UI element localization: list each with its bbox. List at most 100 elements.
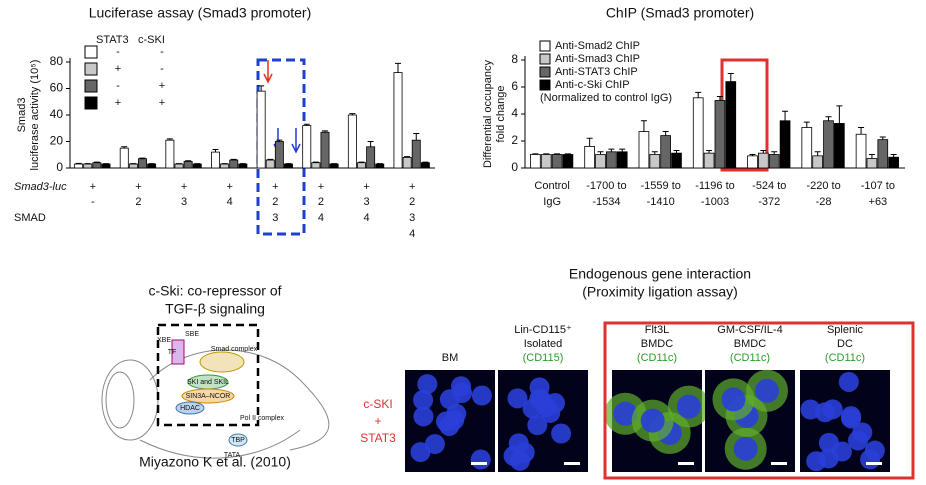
nucleus [841,408,862,429]
bar [779,120,791,169]
error-bar [395,62,401,73]
y-tick-label: 60 [50,81,64,95]
bar [366,146,376,169]
row-label: c-SKI [363,397,392,411]
bar [402,156,412,169]
x-tick-label: Control [534,180,569,192]
chart-title: ChIP (Smad3 promoter) [606,5,754,21]
y-axis-label: Differential occupancy [482,59,494,168]
error-bar [258,85,265,92]
bar [274,141,284,169]
bar [311,162,321,169]
nucleus [838,371,859,392]
bar [866,158,878,169]
x-tick-label: 2 [409,196,415,208]
bar [229,159,239,169]
error-bar [121,146,128,149]
diagram-label: SIN3A–NCOR [186,393,231,400]
diagram-title: c-Ski: co-repressor of [148,283,281,299]
error-bar [771,151,778,155]
error-bar [858,127,865,135]
nucleus [613,401,638,426]
error-bar [93,161,100,163]
nucleus [676,394,701,419]
diagram-label: SKI and SKIL [187,379,229,386]
row-label: + [374,414,381,428]
diagram-label: Smad complex [211,346,258,353]
nucleus [755,378,780,403]
x-row-label: + [409,181,415,193]
error-bar [608,148,615,152]
panel-label: BMDC [641,338,673,350]
legend-symbol: + [115,63,121,75]
error-bar [814,151,821,156]
error-bar [782,110,789,121]
x-row-label: + [90,181,96,193]
images [405,369,890,472]
nucleus [806,451,827,472]
bar [888,156,899,169]
x-tick-label: 2 [318,196,324,208]
legend-symbol: - [116,80,120,92]
x-tick-label: -372 [758,196,780,208]
error-bar [166,138,173,141]
diagram-label: Pol II complex [240,415,284,422]
panel-marker: (CD11c) [825,352,865,364]
error-bar [276,139,283,142]
bar [375,163,385,169]
error-bar [836,105,843,124]
error-bar [367,141,374,147]
panel-label: BM [442,352,459,364]
x-tick-label: 2 [135,196,141,208]
legend-symbol: + [159,80,165,92]
nucleus [527,415,548,436]
row-label: SMAD [14,212,46,224]
error-bar [727,73,734,82]
error-bar [267,158,274,161]
error-bar [322,130,328,133]
panel-label: Isolated [524,338,563,350]
y-tick-label: 0 [511,160,518,174]
y-axis-label: Smad3 [16,98,28,133]
bar [119,147,129,169]
x-tick-label: IgG [543,196,561,208]
arrow [263,60,273,84]
x-tick-label: -1003 [701,196,729,208]
bar [801,127,813,169]
bar [747,155,758,169]
panel-label: Lin-CD115⁺ [514,324,572,336]
error-bar [716,95,723,101]
error-bar [554,153,561,155]
error-bar [185,160,192,162]
x-row-label: + [318,181,324,193]
x-tick-label: -1559 to [641,180,681,192]
nucleus [507,388,528,409]
error-bar [662,131,669,136]
panel-label: GM-CSF/IL-4 [717,324,782,336]
nucleus [800,399,821,420]
legend-label: Anti-STAT3 ChIP [555,66,638,78]
bar [147,163,157,169]
bar [320,131,330,169]
error-bar [532,153,539,155]
x-tick-label: -1410 [647,196,675,208]
bar [834,123,845,169]
bar [302,125,312,169]
error-bar [75,162,82,165]
error-bar [749,154,756,156]
bar [83,163,93,169]
bar [758,152,769,169]
y-tick-label: 0 [56,160,63,174]
x-tick-label: -524 to [752,180,786,192]
bar [562,154,574,169]
y-tick-label: 80 [50,54,64,68]
bar [138,158,147,169]
error-bar [890,154,897,158]
bar [823,120,834,169]
error-bar [404,156,411,158]
x-tick-label: 3 [409,212,415,224]
diagram-label: XBE [157,337,171,344]
y-axis-label: luciferase activity (10⁵) [29,60,41,171]
x-tick-label: 3 [181,196,187,208]
scale-bar [771,462,787,465]
